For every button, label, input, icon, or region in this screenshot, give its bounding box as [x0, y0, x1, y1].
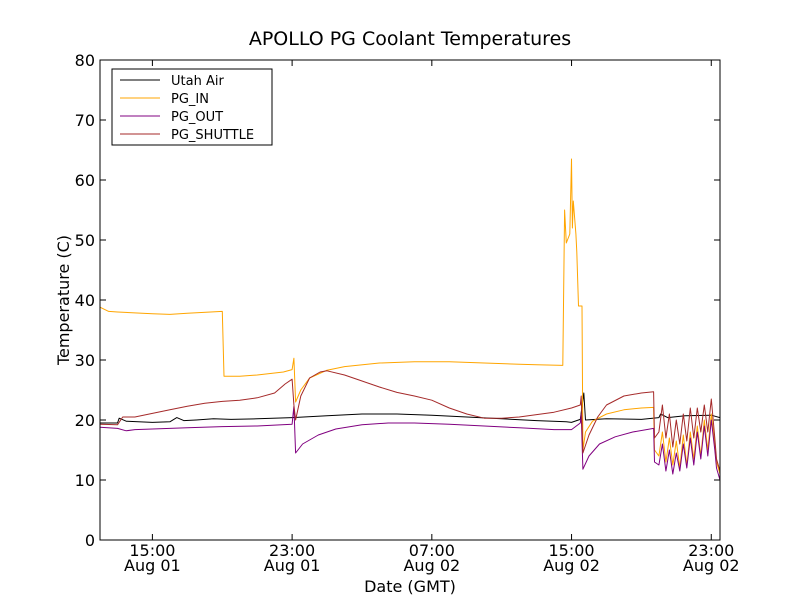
- y-tick-label: 60: [75, 171, 95, 190]
- x-axis-label: Date (GMT): [364, 577, 456, 596]
- legend-label: Utah Air: [171, 74, 224, 89]
- x-tick-date-label: Aug 02: [543, 556, 600, 575]
- x-tick-date-label: Aug 02: [683, 556, 740, 575]
- y-tick-label: 30: [75, 351, 95, 370]
- legend-label: PG_SHUTTLE: [171, 128, 254, 143]
- x-tick-label: 15:00: [548, 541, 594, 560]
- series-line-pg-shuttle: [100, 370, 720, 472]
- chart-title: APOLLO PG Coolant Temperatures: [249, 28, 571, 50]
- plot-lines: [100, 158, 720, 481]
- y-tick-label: 40: [75, 291, 95, 310]
- y-tick-label: 10: [75, 471, 95, 490]
- y-tick-label: 70: [75, 111, 95, 130]
- x-tick-label: 15:00: [129, 541, 175, 560]
- legend-label: PG_IN: [171, 92, 209, 107]
- x-tick-date-label: Aug 01: [264, 556, 321, 575]
- series-line-utah-air: [100, 392, 720, 424]
- y-axis: 0 10 20 30 40 50 60 70 80: [75, 51, 720, 550]
- x-tick-date-label: Aug 02: [403, 556, 460, 575]
- series-line-pg-in: [100, 158, 720, 475]
- legend-label: PG_OUT: [171, 110, 223, 125]
- y-tick-label: 80: [75, 51, 95, 70]
- y-tick-label: 20: [75, 411, 95, 430]
- series-line-pg-out: [100, 405, 720, 481]
- legend-box: [111, 68, 273, 146]
- x-tick-date-label: Aug 01: [124, 556, 181, 575]
- y-tick-label: 50: [75, 231, 95, 250]
- x-tick-label: 23:00: [688, 541, 734, 560]
- y-tick-label: 0: [85, 531, 95, 550]
- y-axis-label: Temperature (C): [54, 235, 73, 366]
- x-tick-label: 23:00: [269, 541, 315, 560]
- legend: Utah Air PG_IN PG_OUT PG_SHUTTLE: [111, 68, 273, 146]
- x-tick-label: 07:00: [409, 541, 455, 560]
